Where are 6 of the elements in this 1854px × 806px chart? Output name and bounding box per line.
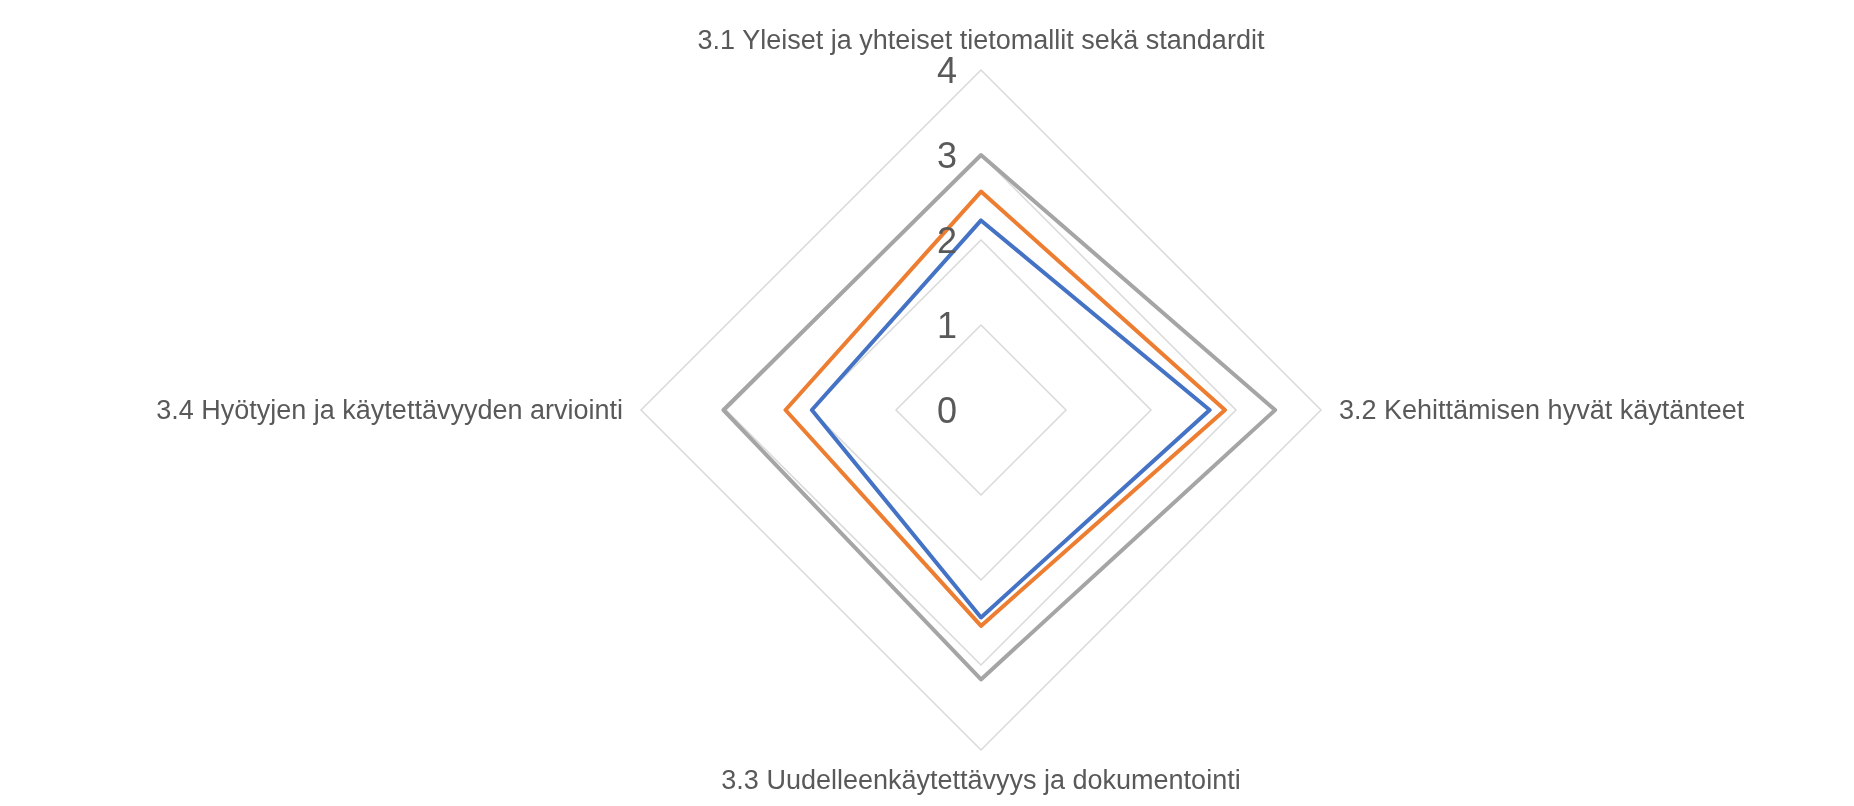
spoke-label: 3.4 Hyötyjen ja käytettävyyden arviointi xyxy=(156,395,623,426)
y-tick-label: 3 xyxy=(936,134,957,176)
spoke-label: 3.2 Kehittämisen hyvät käytänteet xyxy=(1339,395,1745,426)
y-tick-label: 1 xyxy=(936,304,957,346)
y-tick-label: 0 xyxy=(936,389,957,431)
spoke-label: 3.3 Uudelleenkäytettävyys ja dokumentointi xyxy=(721,765,1241,796)
